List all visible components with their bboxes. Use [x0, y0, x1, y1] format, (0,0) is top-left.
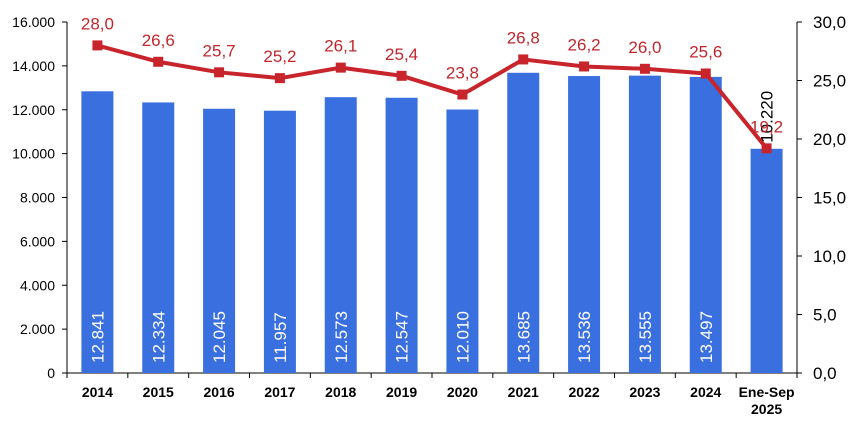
line-series — [92, 40, 772, 154]
x-tick-label: 2019 — [386, 384, 417, 400]
bar-value-label: 12.841 — [88, 311, 107, 363]
x-tick-label: 2023 — [629, 384, 660, 400]
bar — [81, 91, 114, 373]
line-marker — [700, 68, 711, 79]
left-tick-label: 2.000 — [20, 321, 55, 337]
line-marker — [153, 56, 164, 67]
right-tick-label: 10,0 — [813, 247, 846, 266]
bar — [507, 72, 540, 373]
x-tick-label: 2018 — [325, 384, 356, 400]
line-value-label: 19,2 — [750, 117, 783, 136]
bar-value-label: 10.220 — [758, 91, 777, 143]
left-tick-label: 0 — [47, 365, 55, 381]
line-value-label: 25,2 — [263, 47, 296, 66]
bar — [263, 110, 296, 374]
axes: 0 2.000 4.000 6.000 8.000 10.000 12.000 14.000 1… — [12, 13, 846, 417]
x-tick-label: 2015 — [143, 384, 174, 400]
line-value-label: 26,8 — [507, 28, 540, 47]
line-value-label: 28,0 — [81, 14, 114, 33]
x-tick-label: 2025 — [751, 401, 782, 417]
bar-value-label: 13.536 — [575, 311, 594, 363]
left-tick-label: 4.000 — [20, 277, 55, 293]
x-tick-label: 2021 — [508, 384, 539, 400]
line-value-label: 25,7 — [203, 41, 236, 60]
x-tick-label: 2017 — [264, 384, 295, 400]
bar-value-label: 12.334 — [149, 311, 168, 363]
bar-value-label: 12.010 — [453, 311, 472, 363]
bar — [750, 148, 783, 373]
bar-value-label: 12.547 — [393, 311, 412, 363]
bar-value-label: 13.555 — [636, 311, 655, 363]
line-marker — [335, 62, 346, 73]
right-tick-label: 20,0 — [813, 130, 846, 149]
line-marker — [639, 63, 650, 74]
line-value-label: 26,1 — [324, 37, 357, 56]
x-tick-label: Ene-Sep — [739, 384, 795, 400]
data-labels: 12.841 12.334 12.045 11.957 12.573 12.547 12.0… — [81, 14, 783, 363]
line-value-label: 23,8 — [446, 64, 479, 83]
bar — [203, 108, 236, 373]
line-marker — [214, 67, 225, 78]
right-tick-label: 0,0 — [813, 364, 837, 383]
bar — [568, 76, 601, 373]
line-marker — [396, 70, 407, 81]
left-tick-label: 14.000 — [12, 58, 55, 74]
line-value-label: 26,0 — [628, 38, 661, 57]
line-marker — [761, 143, 772, 154]
line-marker — [518, 54, 529, 65]
bar — [689, 76, 722, 374]
x-tick-label: 2020 — [447, 384, 478, 400]
x-tick-label: 2016 — [204, 384, 235, 400]
bar — [324, 97, 357, 373]
right-tick-label: 25,0 — [813, 72, 846, 91]
bar-value-label: 12.573 — [332, 311, 351, 363]
right-tick-label: 5,0 — [813, 306, 837, 325]
bar — [628, 75, 661, 374]
line-marker — [579, 61, 590, 72]
bar-value-label: 11.957 — [271, 312, 290, 363]
line-marker — [92, 40, 103, 51]
line-path — [96, 43, 769, 150]
line-value-label: 25,4 — [385, 45, 418, 64]
left-tick-label: 10.000 — [12, 146, 55, 162]
bar — [385, 97, 418, 374]
left-tick-label: 8.000 — [20, 190, 55, 206]
bar-value-label: 13.497 — [697, 311, 716, 363]
left-tick-label: 12.000 — [12, 102, 55, 118]
left-tick-label: 6.000 — [20, 233, 55, 249]
bar-series — [81, 72, 783, 374]
line-marker — [274, 73, 285, 84]
line-value-label: 26,6 — [142, 31, 175, 50]
line-marker — [457, 89, 468, 100]
x-tick-label: 2014 — [82, 384, 113, 400]
bar — [142, 102, 175, 373]
bar-value-label: 12.045 — [210, 311, 229, 363]
line-value-label: 26,2 — [568, 35, 601, 54]
line-value-label: 25,6 — [689, 42, 722, 61]
bar-value-label: 13.685 — [514, 311, 533, 363]
right-tick-label: 15,0 — [813, 189, 846, 208]
x-tick-label: 2022 — [569, 384, 600, 400]
left-tick-label: 16.000 — [12, 14, 55, 30]
x-tick-label: 2024 — [690, 384, 721, 400]
right-tick-label: 30,0 — [813, 13, 846, 32]
bar — [446, 109, 479, 373]
